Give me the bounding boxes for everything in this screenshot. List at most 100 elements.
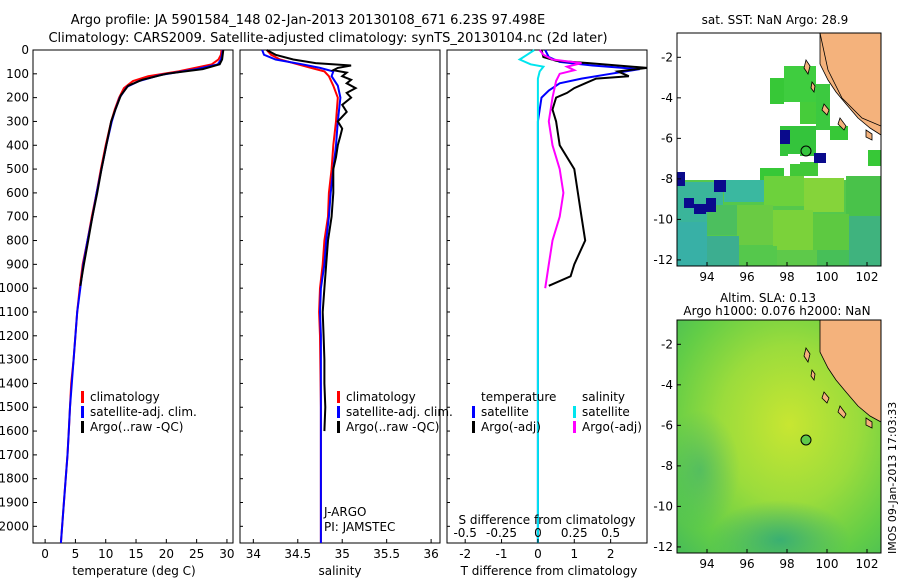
map-y-tick-label: -4	[661, 378, 673, 392]
legend-label-t-satellite: satellite	[481, 405, 529, 419]
difference-legend: temperature salinity satellite Argo(-adj…	[459, 390, 642, 527]
sla-map-title: Altim. SLA: 0.13	[720, 291, 816, 305]
x-tick-label: 35	[335, 547, 350, 561]
series-line-argo-raw-qc	[266, 49, 358, 432]
sst-coast-line	[819, 33, 881, 127]
sst-map-frame	[676, 32, 882, 267]
map-y-tick-label: -4	[661, 91, 673, 105]
map-y-tick-label: -2	[661, 50, 673, 64]
y-tick-label: 0	[21, 43, 29, 57]
x-tick-label: 2	[607, 547, 615, 561]
legend-swatch-s-argo	[573, 421, 576, 433]
sst-land-sumatra	[819, 33, 881, 136]
map-x-tick-label: 100	[816, 270, 839, 284]
x-tick-label: -2	[459, 547, 471, 561]
series-line-s-argo-adj	[538, 49, 582, 289]
map-y-tick-label: -10	[653, 499, 673, 513]
x-tick-label: 10	[98, 547, 113, 561]
legend-label-argo: Argo(..raw -QC)	[90, 420, 183, 434]
s-difference-axis-label: S difference from climatology	[459, 513, 636, 527]
sst-map-axes: 94 96 98 100 102 -2 -4 -6 -8 -10 -12	[653, 50, 878, 284]
legend-swatch-t-satellite	[472, 406, 475, 418]
legend-label-satellite: satellite-adj. clim.	[346, 405, 453, 419]
y-tick-label: 1000	[0, 281, 29, 295]
x-tick-label: 1	[570, 547, 578, 561]
map-x-tick-label: 96	[739, 270, 754, 284]
legend-swatch-argo	[337, 421, 340, 433]
legend-swatch-satellite	[337, 406, 340, 418]
map-y-tick-label: -12	[653, 540, 673, 554]
y-tick-label: 1900	[0, 496, 29, 510]
sla-low-region-west	[677, 410, 740, 530]
y-tick-label: 1300	[0, 353, 29, 367]
temperature-panel-frame	[32, 49, 234, 544]
legend-swatch-argo	[81, 421, 84, 433]
y-tick-label: 1700	[0, 448, 29, 462]
x-tick-label: 20	[159, 547, 174, 561]
annotation-jargo: J-ARGO	[323, 505, 366, 519]
sla-map	[677, 320, 881, 553]
x-tick-label: 34	[246, 547, 261, 561]
annotation-pi: PI: JAMSTEC	[324, 520, 395, 534]
legend-swatch-s-satellite	[573, 406, 576, 418]
x-tick-label: 0	[41, 547, 49, 561]
legend-label-s-argo: Argo(-adj)	[582, 420, 642, 434]
x-tick-label: 5	[72, 547, 80, 561]
sst-map-title: sat. SST: NaN Argo: 28.9	[702, 13, 849, 27]
map-y-tick-label: -6	[661, 418, 673, 432]
s-tick-label: 0.25	[561, 526, 588, 540]
series-line-satellite-adj-clim	[261, 49, 342, 543]
sla-low-region	[710, 500, 850, 553]
x-tick-label: 36	[423, 547, 438, 561]
y-tick-label: 1500	[0, 400, 29, 414]
series-line-climatology	[59, 49, 223, 544]
map-y-tick-label: -2	[661, 337, 673, 351]
temperature-chart: 0 5 10 15 20 25 300100200300400500600700800900…	[0, 43, 235, 561]
series-line-climatology	[265, 49, 339, 543]
map-x-tick-label: 98	[779, 270, 794, 284]
y-tick-label: 100	[6, 67, 29, 81]
y-tick-label: 1800	[0, 472, 29, 486]
y-tick-label: 800	[6, 234, 29, 248]
x-tick-label: -1	[496, 547, 508, 561]
map-y-tick-label: -8	[661, 172, 673, 186]
x-tick-label: 30	[219, 547, 234, 561]
y-tick-label: 200	[6, 91, 29, 105]
difference-panel-frame	[446, 49, 648, 544]
sla-map-subtitle: Argo h1000: 0.076 h2000: NaN	[683, 304, 870, 318]
sla-map-frame	[676, 319, 882, 554]
y-tick-label: 1100	[0, 305, 29, 319]
y-tick-label: 2000	[0, 519, 29, 533]
map-x-tick-label: 94	[699, 557, 714, 571]
map-y-tick-label: -6	[661, 131, 673, 145]
sla-island-chain	[803, 347, 873, 429]
temperature-axis-label: temperature (deg C)	[72, 564, 195, 578]
y-tick-label: 300	[6, 114, 29, 128]
legend-label-satellite: satellite-adj. clim.	[90, 405, 197, 419]
y-tick-label: 700	[6, 210, 29, 224]
y-tick-label: 1200	[0, 329, 29, 343]
legend-swatch-satellite	[81, 406, 84, 418]
sla-map-axes: 94 96 98 100 102 -2 -4 -6 -8 -10 -12	[653, 337, 878, 571]
figure-title-line1: Argo profile: JA 5901584_148 02-Jan-2013…	[71, 13, 545, 28]
map-x-tick-label: 100	[816, 557, 839, 571]
legend-swatch-climatology	[337, 391, 340, 403]
sst-argo-marker	[800, 145, 812, 157]
sla-land-sumatra	[819, 320, 881, 423]
sla-argo-marker	[800, 434, 812, 446]
s-tick-label: -0.25	[486, 526, 517, 540]
salinity-panel-frame	[239, 49, 441, 544]
legend-label-argo: Argo(..raw -QC)	[346, 420, 439, 434]
y-tick-label: 1600	[0, 424, 29, 438]
sst-island-chain	[803, 59, 873, 141]
map-x-tick-label: 98	[779, 557, 794, 571]
timestamp-stamp: IMOS 09-Jan-2013 17:03:33	[886, 402, 899, 554]
legend-swatch-t-argo	[472, 421, 475, 433]
x-tick-label: 0	[534, 547, 542, 561]
map-x-tick-label: 96	[739, 557, 754, 571]
map-y-tick-label: -10	[653, 212, 673, 226]
s-tick-label: -0.5	[453, 526, 476, 540]
s-tick-label: 0.5	[601, 526, 620, 540]
salinity-chart: 34 34.5 35 35.5 36	[240, 49, 439, 561]
